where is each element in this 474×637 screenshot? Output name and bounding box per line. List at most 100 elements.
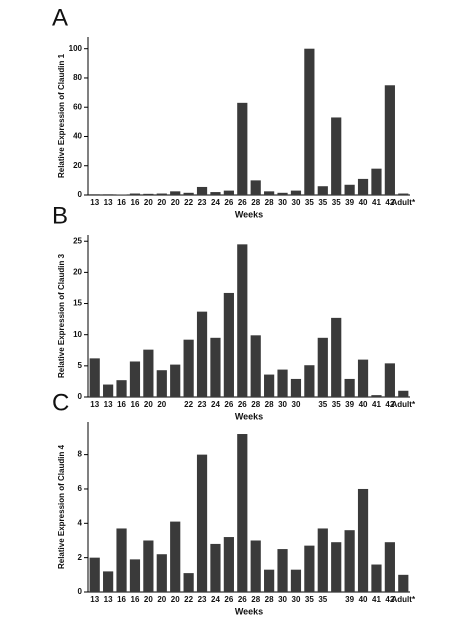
bar bbox=[291, 570, 301, 592]
bar bbox=[130, 559, 140, 592]
y-tick-label: 5 bbox=[78, 361, 83, 370]
bar bbox=[291, 379, 301, 397]
y-tick-label: 0 bbox=[78, 587, 83, 596]
y-tick-label: 100 bbox=[69, 44, 83, 53]
y-tick-label: 4 bbox=[78, 518, 83, 527]
x-tick-label: Adult* bbox=[392, 198, 416, 207]
bar bbox=[197, 312, 207, 397]
x-tick-label: 35 bbox=[305, 198, 314, 207]
bar bbox=[264, 570, 274, 592]
bar bbox=[331, 318, 341, 397]
y-axis-label: Relative Expression of Claudin 4 bbox=[57, 444, 66, 569]
bar bbox=[304, 365, 314, 397]
bar bbox=[237, 244, 247, 397]
x-tick-label: Adult* bbox=[392, 400, 416, 409]
bar bbox=[277, 370, 287, 397]
x-tick-label: Adult* bbox=[392, 595, 416, 604]
y-tick-label: 2 bbox=[78, 553, 83, 562]
x-axis-label: Weeks bbox=[235, 606, 263, 616]
bar bbox=[197, 455, 207, 592]
x-tick-label: 28 bbox=[265, 198, 274, 207]
x-tick-label: 41 bbox=[372, 400, 381, 409]
bar bbox=[197, 187, 207, 195]
bar bbox=[224, 191, 234, 195]
x-tick-label: 35 bbox=[332, 198, 341, 207]
y-axis-label: Relative Expression of Claudin 3 bbox=[57, 253, 66, 378]
x-tick-label: 24 bbox=[211, 400, 220, 409]
x-tick-label: 28 bbox=[265, 400, 274, 409]
x-tick-label: 24 bbox=[211, 198, 220, 207]
bar bbox=[277, 549, 287, 592]
x-tick-label: 40 bbox=[359, 400, 368, 409]
x-tick-label: 26 bbox=[238, 595, 247, 604]
x-tick-label: 30 bbox=[292, 595, 301, 604]
bar bbox=[385, 85, 395, 195]
x-tick-label: 41 bbox=[372, 595, 381, 604]
x-tick-label: 13 bbox=[104, 198, 113, 207]
bar bbox=[251, 540, 261, 592]
y-tick-label: 6 bbox=[78, 484, 83, 493]
x-tick-label: 26 bbox=[238, 400, 247, 409]
x-tick-label: 26 bbox=[224, 400, 233, 409]
x-tick-label: 16 bbox=[131, 198, 140, 207]
bar bbox=[398, 194, 408, 195]
bar bbox=[358, 360, 368, 397]
x-tick-label: 16 bbox=[131, 400, 140, 409]
y-tick-label: 60 bbox=[73, 102, 82, 111]
x-tick-label: 20 bbox=[157, 198, 166, 207]
bar bbox=[318, 528, 328, 592]
x-tick-label: 23 bbox=[198, 595, 207, 604]
bar bbox=[251, 335, 261, 397]
panel-label: B bbox=[52, 202, 68, 229]
y-tick-label: 80 bbox=[73, 73, 82, 82]
bar bbox=[210, 544, 220, 592]
y-tick-label: 0 bbox=[78, 392, 83, 401]
x-tick-label: 13 bbox=[90, 198, 99, 207]
bar bbox=[251, 180, 261, 195]
bar bbox=[170, 191, 180, 195]
x-tick-label: 16 bbox=[117, 198, 126, 207]
bar bbox=[345, 530, 355, 592]
bar bbox=[157, 370, 167, 397]
x-tick-label: 39 bbox=[345, 198, 354, 207]
bar bbox=[237, 434, 247, 592]
x-tick-label: 28 bbox=[251, 595, 260, 604]
x-tick-label: 39 bbox=[345, 400, 354, 409]
bar bbox=[184, 340, 194, 397]
bar bbox=[103, 194, 113, 195]
x-tick-label: 26 bbox=[224, 198, 233, 207]
bar bbox=[398, 391, 408, 397]
bar bbox=[103, 571, 113, 592]
x-tick-label: 35 bbox=[318, 595, 327, 604]
x-tick-label: 35 bbox=[332, 400, 341, 409]
x-tick-label: 20 bbox=[144, 198, 153, 207]
bar bbox=[264, 375, 274, 397]
x-tick-label: 41 bbox=[372, 198, 381, 207]
bar bbox=[398, 575, 408, 592]
bar bbox=[184, 573, 194, 592]
x-tick-label: 23 bbox=[198, 198, 207, 207]
x-tick-label: 28 bbox=[265, 595, 274, 604]
x-tick-label: 30 bbox=[278, 595, 287, 604]
bar bbox=[116, 380, 126, 397]
x-tick-label: 20 bbox=[157, 595, 166, 604]
x-tick-label: 30 bbox=[292, 400, 301, 409]
bar bbox=[116, 528, 126, 592]
x-tick-label: 13 bbox=[90, 595, 99, 604]
bar bbox=[90, 194, 100, 195]
bar bbox=[143, 540, 153, 592]
x-tick-label: 20 bbox=[157, 400, 166, 409]
bar bbox=[358, 179, 368, 195]
x-tick-label: 40 bbox=[359, 198, 368, 207]
bar bbox=[210, 192, 220, 195]
x-tick-label: 20 bbox=[171, 198, 180, 207]
x-tick-label: 40 bbox=[359, 595, 368, 604]
x-tick-label: 20 bbox=[144, 400, 153, 409]
x-tick-label: 35 bbox=[318, 400, 327, 409]
y-tick-label: 25 bbox=[73, 236, 82, 245]
bar bbox=[210, 338, 220, 397]
bar bbox=[345, 185, 355, 195]
bar bbox=[304, 546, 314, 592]
x-tick-label: 35 bbox=[305, 595, 314, 604]
x-tick-label: 13 bbox=[90, 400, 99, 409]
